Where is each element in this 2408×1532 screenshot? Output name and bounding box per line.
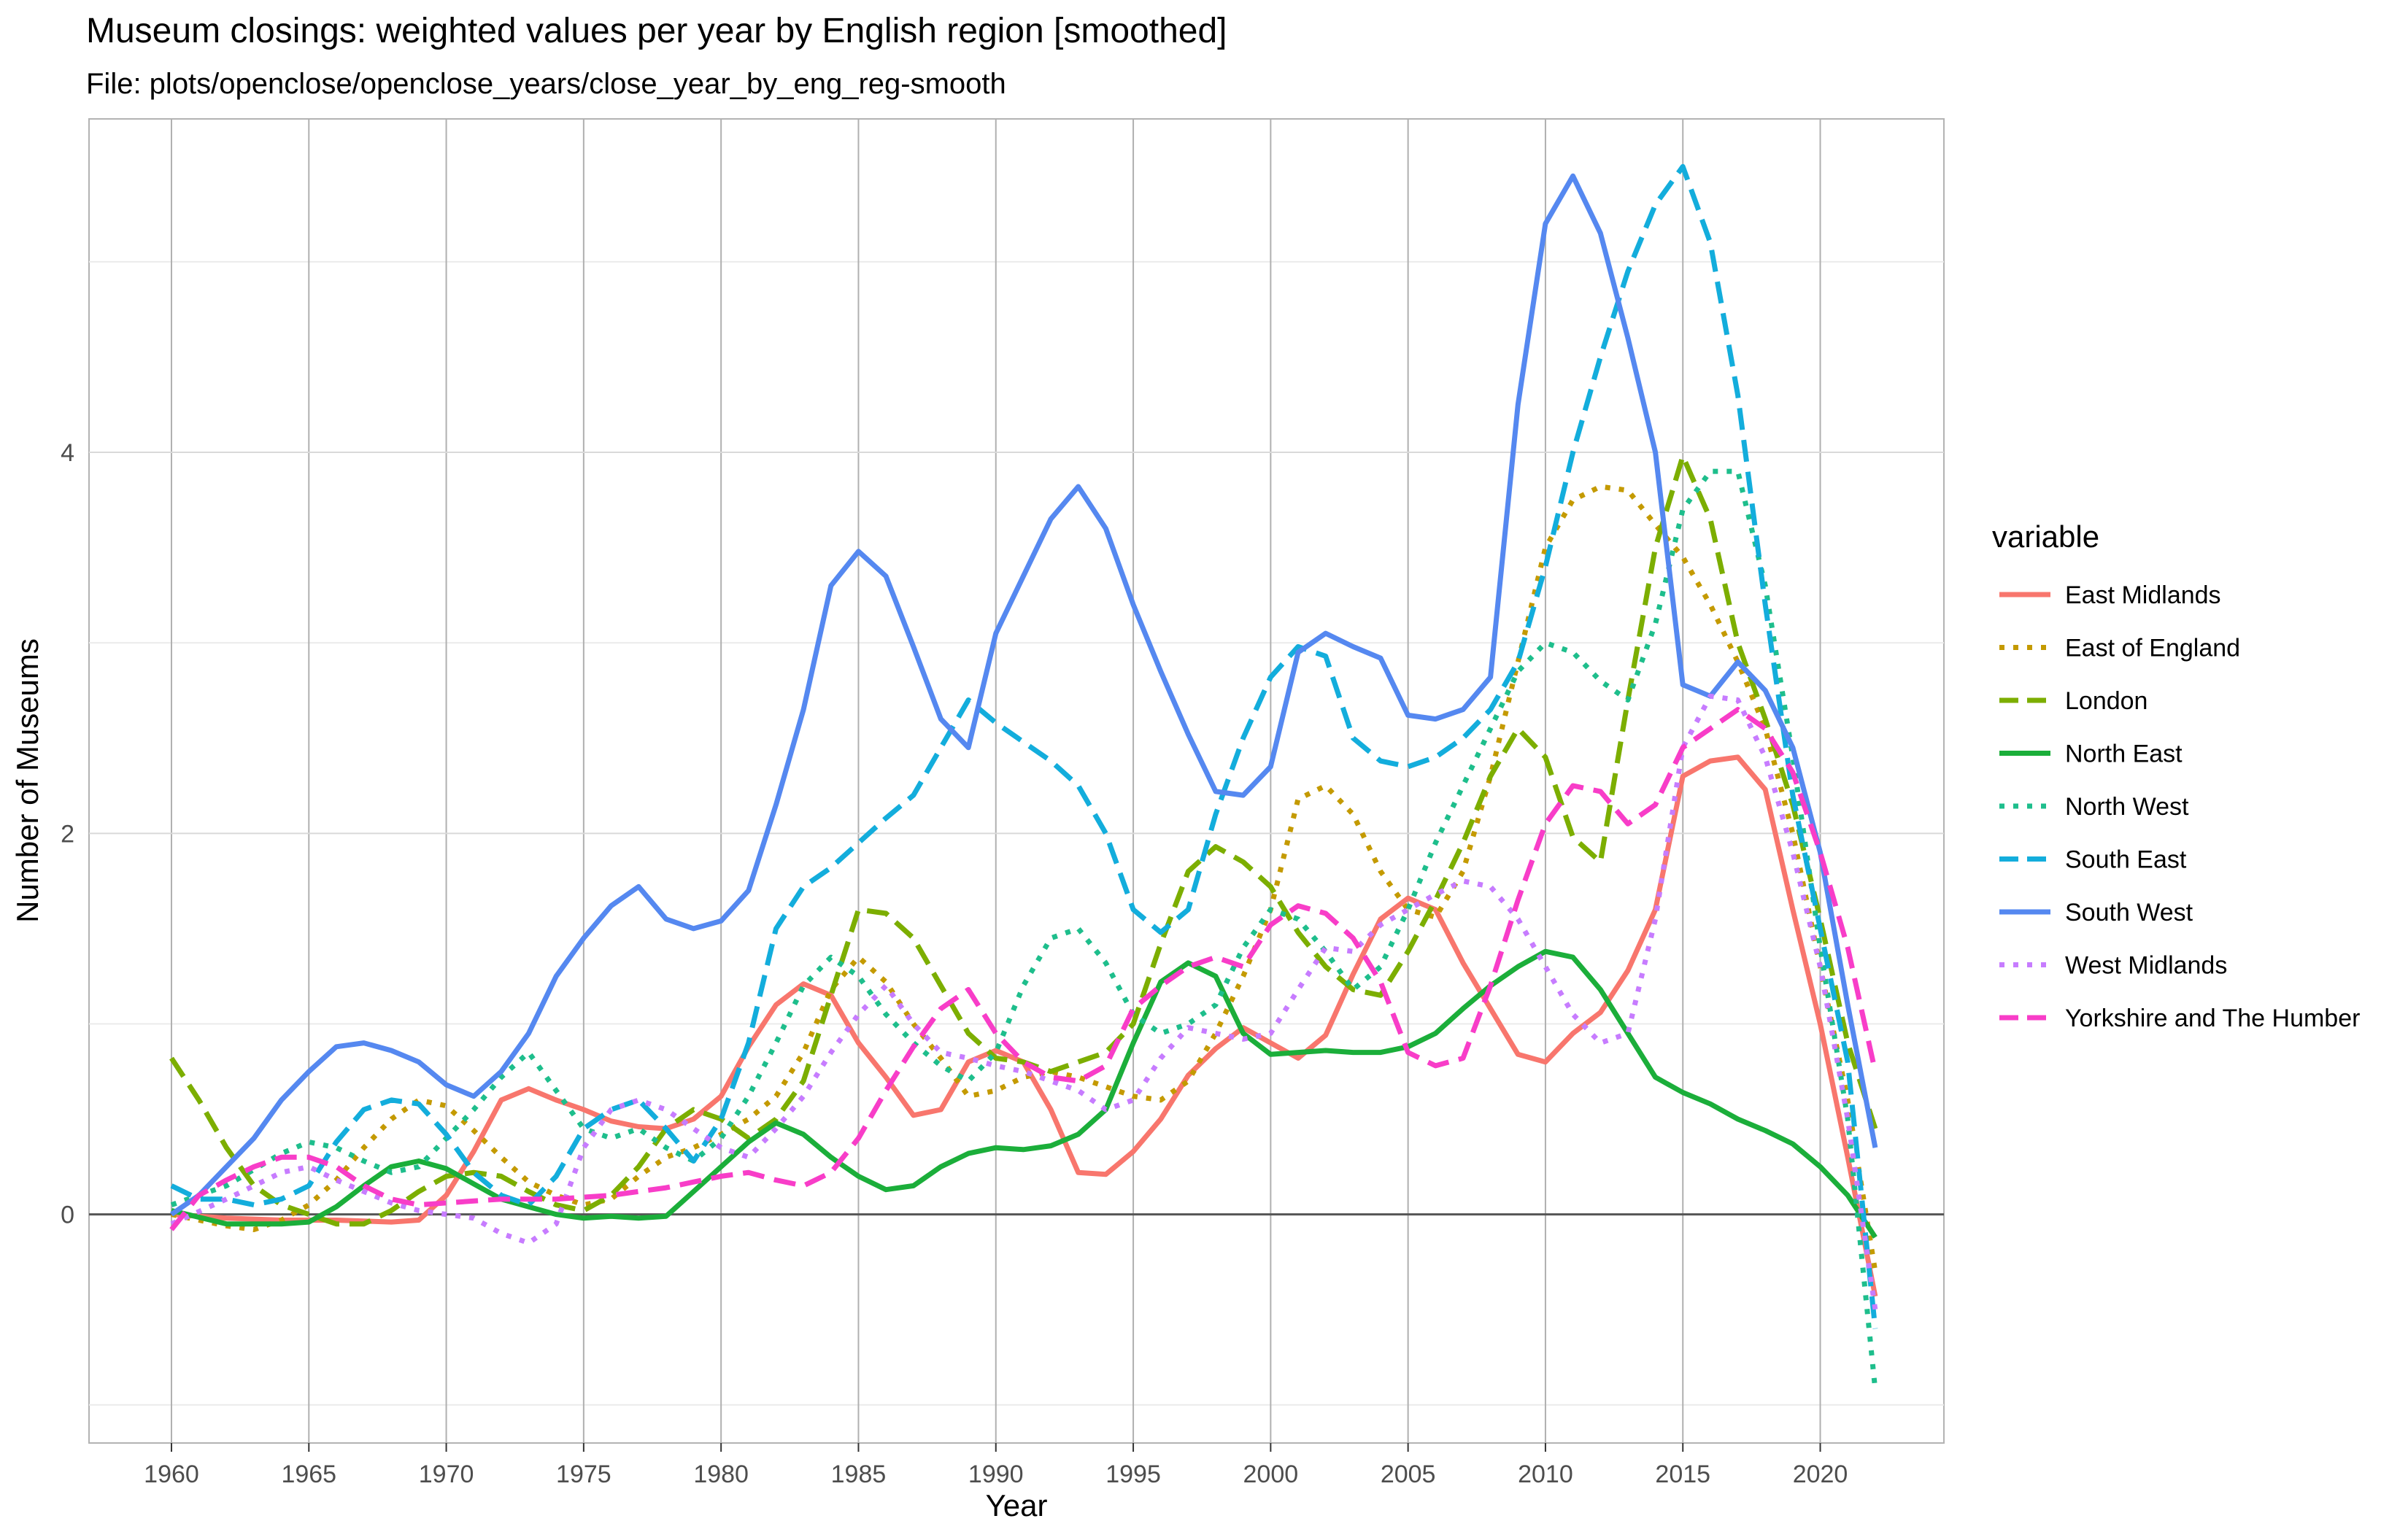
x-tick-label: 1995	[1105, 1461, 1161, 1488]
y-tick-label: 0	[61, 1202, 74, 1229]
legend-title: variable	[1992, 519, 2099, 554]
x-tick-label: 2000	[1243, 1461, 1299, 1488]
series-line-south-west	[170, 173, 1878, 1217]
legend-label: West Midlands	[2065, 952, 2227, 980]
x-tick-label: 2020	[1793, 1461, 1848, 1488]
plot-panel-border	[88, 118, 1945, 1444]
series-line-north-west	[170, 468, 1878, 1390]
legend-label: East Midlands	[2065, 581, 2221, 609]
legend-label: South East	[2065, 846, 2187, 874]
x-tick-label: 1975	[556, 1461, 611, 1488]
x-tick-label: 2010	[1518, 1461, 1573, 1488]
series-line-east-midlands	[171, 754, 1878, 1297]
series-line-west-midlands	[170, 693, 1878, 1310]
legend-label: North West	[2065, 793, 2189, 821]
y-tick-label: 2	[61, 820, 74, 848]
y-axis-ticks: 0 2 4	[61, 439, 74, 1229]
x-tick-label: 2005	[1381, 1461, 1436, 1488]
chart-subtitle: File: plots/openclose/openclose_years/cl…	[86, 68, 1006, 100]
series-line-north-east	[171, 948, 1878, 1239]
x-tick-label: 1960	[144, 1461, 199, 1488]
y-axis-label: Number of Museums	[10, 638, 45, 923]
series-line-east-of-england	[171, 484, 1878, 1272]
x-tick-label: 1965	[281, 1461, 336, 1488]
minor-gridlines	[89, 260, 1944, 1406]
series-line-london	[169, 453, 1878, 1227]
legend-label: London	[2065, 687, 2147, 715]
legend-items: East Midlands East of England London North …	[1999, 581, 2360, 1032]
x-tick-label: 1985	[831, 1461, 887, 1488]
chart-title: Museum closings: weighted values per yea…	[86, 12, 1227, 50]
series-layer	[169, 163, 1878, 1390]
x-tick-label: 1990	[968, 1461, 1024, 1488]
legend-label: North East	[2065, 740, 2183, 768]
x-tick-label: 1980	[693, 1461, 749, 1488]
legend-label: East of England	[2065, 635, 2240, 662]
legend-label: Yorkshire and The Humber	[2065, 1005, 2360, 1032]
legend: variable East Midlands East of England Lon…	[1992, 519, 2360, 1032]
legend-label: South West	[2065, 899, 2193, 926]
y-tick-label: 4	[61, 439, 74, 467]
major-gridlines	[89, 119, 1944, 1443]
x-axis-label: Year	[986, 1488, 1048, 1523]
x-axis-ticks: 1960 1965 1970 1975 1980 1985 1990 1995 2000 2005…	[144, 1443, 1848, 1488]
x-tick-label: 1970	[419, 1461, 474, 1488]
x-tick-label: 2015	[1655, 1461, 1710, 1488]
